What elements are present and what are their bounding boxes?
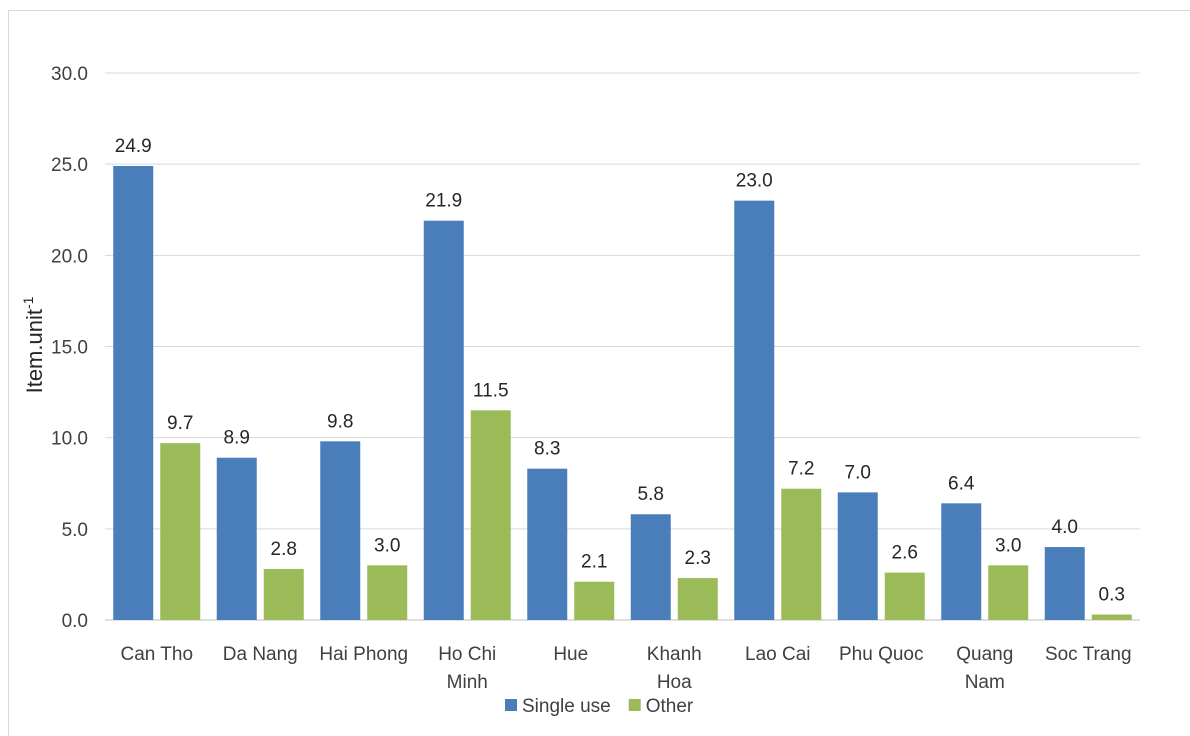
category-label-line: Minh — [447, 672, 488, 693]
data-label: 8.9 — [224, 428, 250, 449]
bar-single-use — [423, 220, 464, 620]
legend-swatch — [628, 699, 641, 711]
category-label: Ho Chi Minh — [438, 644, 496, 693]
data-label: 2.6 — [892, 543, 918, 564]
bar-other — [263, 568, 304, 620]
y-tick-label: 25.0 — [51, 155, 88, 176]
gridlines — [105, 72, 1140, 621]
data-label: 2.1 — [581, 552, 607, 573]
bars — [113, 165, 1132, 621]
data-label: 7.2 — [788, 459, 814, 480]
data-label: 2.8 — [271, 539, 297, 560]
category-label: Can Tho — [120, 644, 193, 665]
category-label-line: Quang — [956, 644, 1013, 665]
data-label: 3.0 — [995, 535, 1021, 556]
category-label-line: Lao Cai — [745, 644, 811, 665]
data-label: 9.7 — [167, 413, 193, 434]
category-label: Lao Cai — [745, 644, 811, 665]
bar-single-use — [1044, 547, 1085, 620]
y-axis-ticks: 0.0 5.0 10.0 15.0 20.0 25.0 30.0 — [51, 64, 88, 632]
data-label: 11.5 — [473, 380, 509, 401]
category-label: Da Nang — [223, 644, 298, 665]
data-labels: 24.9 9.7 8.9 2.8 9.8 3.0 21.9 11.5 8.3 2.1 5.8 2.3 2… — [115, 136, 1125, 606]
bar-single-use — [941, 503, 982, 620]
category-label-line: Soc Trang — [1045, 644, 1132, 665]
bar-single-use — [837, 492, 878, 620]
data-label: 4.0 — [1052, 517, 1078, 538]
bar-other — [160, 443, 201, 620]
category-label: Hue — [553, 644, 588, 665]
data-label: 8.3 — [534, 439, 560, 460]
y-tick-label: 0.0 — [62, 611, 88, 632]
y-tick-label: 5.0 — [62, 520, 88, 541]
y-axis-label: Item.unit-1 — [20, 296, 47, 393]
legend-label: Single use — [522, 696, 611, 717]
x-axis-categories: Can Tho Da Nang Hai Phong Ho Chi Minh Hue Khan… — [120, 644, 1131, 693]
bar-other — [367, 565, 408, 620]
category-label: Phu Quoc — [839, 644, 924, 665]
category-label: Hai Phong — [319, 644, 408, 665]
y-tick-label: 30.0 — [51, 64, 88, 85]
legend-swatch — [505, 699, 517, 711]
category-label-line: Can Tho — [120, 644, 193, 665]
data-label: 21.9 — [425, 191, 462, 212]
y-axis-label-superscript: -1 — [20, 296, 36, 309]
bar-other — [884, 572, 925, 620]
category-label-line: Khanh — [647, 644, 702, 665]
y-tick-label: 10.0 — [51, 429, 88, 450]
category-label: Quang Nam — [956, 644, 1013, 693]
bar-single-use — [630, 514, 671, 620]
category-label-line: Da Nang — [223, 644, 298, 665]
data-label: 6.4 — [948, 473, 975, 494]
legend-label: Other — [646, 696, 694, 717]
data-label: 7.0 — [845, 462, 871, 483]
data-label: 24.9 — [115, 136, 152, 157]
y-axis-label-main: Item.unit — [22, 309, 47, 393]
y-tick-label: 20.0 — [51, 246, 88, 267]
y-tick-label: 15.0 — [51, 338, 88, 359]
bar-other — [677, 578, 718, 620]
category-label-line: Nam — [965, 672, 1005, 693]
bar-other — [988, 565, 1029, 620]
bar-single-use — [113, 165, 154, 621]
bar-other — [574, 581, 615, 620]
bar-single-use — [527, 468, 568, 620]
data-label: 2.3 — [685, 548, 711, 569]
category-label: Khanh Hoa — [647, 644, 702, 693]
bar-other — [781, 488, 822, 620]
data-label: 9.8 — [327, 411, 353, 432]
data-label: 5.8 — [638, 484, 664, 505]
category-label-line: Hai Phong — [319, 644, 408, 665]
chart-frame — [8, 10, 1190, 736]
data-label: 23.0 — [736, 171, 773, 192]
category-label: Soc Trang — [1045, 644, 1132, 665]
legend: Single use Other — [505, 696, 694, 717]
bar-single-use — [320, 441, 361, 620]
data-label: 3.0 — [374, 535, 400, 556]
data-label: 0.3 — [1099, 585, 1125, 606]
category-label-line: Hue — [553, 644, 588, 665]
category-label-line: Phu Quoc — [839, 644, 924, 665]
bar-other — [470, 410, 511, 620]
bar-other — [1091, 614, 1132, 620]
bar-single-use — [734, 200, 775, 620]
category-label-line: Hoa — [657, 672, 692, 693]
category-label-line: Ho Chi — [438, 644, 496, 665]
bar-single-use — [216, 457, 257, 620]
